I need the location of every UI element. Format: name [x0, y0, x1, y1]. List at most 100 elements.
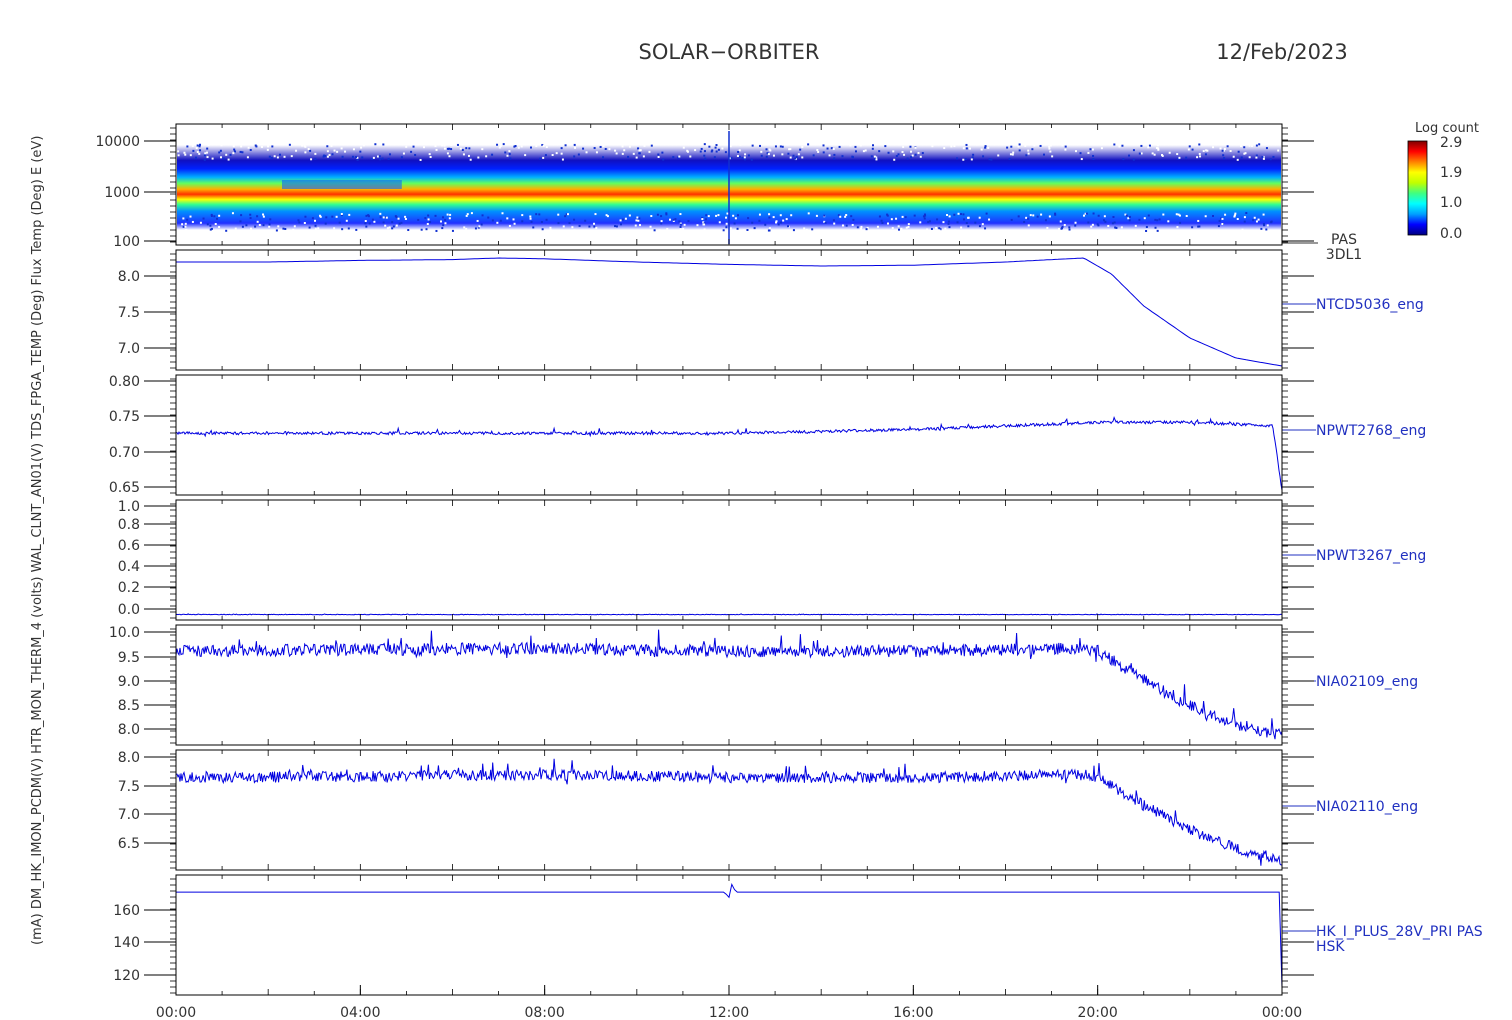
spectrogram-pixel	[565, 213, 568, 216]
spectrogram-pixel	[225, 229, 228, 232]
spectrogram-pixel	[678, 155, 681, 158]
spectrogram-pixel	[921, 152, 924, 155]
series-label: NTCD5036_eng	[1316, 297, 1424, 313]
spectrogram-pixel	[549, 226, 552, 229]
panel-name-label: 3DL1	[1326, 247, 1362, 263]
spectrogram-pixel	[1160, 153, 1163, 156]
series-line	[176, 882, 1283, 989]
spectrogram-pixel	[738, 155, 741, 158]
spectrogram-pixel	[1175, 213, 1178, 216]
spectrogram-pixel	[978, 225, 981, 228]
spectrogram-pixel	[1248, 143, 1251, 146]
spectrogram-pixel	[593, 225, 596, 228]
spectrogram-pixel	[898, 143, 901, 146]
spectrogram-pixel	[298, 221, 301, 224]
spectrogram-pixel	[216, 217, 219, 220]
y-tick-label: 160	[113, 903, 140, 919]
spectrogram-pixel	[871, 147, 874, 150]
x-tick-label: 16:00	[893, 1005, 933, 1020]
spectrogram-pixel	[1258, 143, 1261, 146]
spectrogram-pixel	[950, 145, 953, 148]
spectrogram-pixel	[1253, 216, 1256, 219]
x-tick-label: 20:00	[1077, 1005, 1117, 1020]
spectrogram-pixel	[910, 150, 913, 153]
spectrogram-pixel	[336, 150, 339, 153]
spectrogram-pixel	[678, 220, 681, 223]
spectrogram-pixel	[1113, 221, 1116, 224]
spectrogram-pixel	[1080, 158, 1083, 161]
spectrogram-pixel	[1089, 148, 1092, 151]
spectrogram-pixel	[1262, 157, 1265, 160]
spectrogram-pixel	[1025, 216, 1028, 219]
spectrogram-pixel	[1262, 223, 1265, 226]
spectrogram-pixel	[439, 220, 442, 223]
spectrogram-pixel	[395, 216, 398, 219]
spectrogram-pixel	[541, 228, 544, 231]
spectrogram-pixel	[759, 144, 762, 147]
spectrogram-pixel	[1143, 217, 1146, 220]
spectrogram-pixel	[365, 225, 368, 228]
spectrogram-pixel	[1178, 214, 1181, 217]
spectrogram-pixel	[703, 154, 706, 157]
y-tick-label: 7.5	[118, 779, 140, 795]
spectrogram-pixel	[875, 156, 878, 159]
spectrogram-pixel	[639, 224, 642, 227]
spectrogram-pixel	[431, 229, 434, 232]
spectrogram-pixel	[496, 143, 499, 146]
spectrogram-pixel	[210, 227, 213, 230]
spectrogram-pixel	[672, 219, 675, 222]
spectrogram-pixel	[917, 151, 920, 154]
spectrogram-pixel	[987, 146, 990, 149]
spectrogram-pixel	[218, 214, 221, 217]
spectrogram-pixel	[833, 157, 836, 160]
spectrogram-pixel	[385, 216, 388, 219]
spectrogram-pixel	[957, 212, 960, 215]
chart-title: SOLAR−ORBITER	[638, 40, 819, 64]
spectrogram-pixel	[718, 221, 721, 224]
spectrogram-pixel	[997, 154, 1000, 157]
spectrogram-pixel	[397, 217, 400, 220]
spectrogram-pixel	[284, 228, 287, 231]
spectrogram-pixel	[434, 145, 437, 148]
spectrogram-pixel	[1090, 225, 1093, 228]
spectrogram-pixel	[573, 218, 576, 221]
panel-name-label: PAS	[1331, 232, 1357, 248]
spectrogram-pixel	[972, 153, 975, 156]
panel-frame	[175, 624, 1283, 746]
spectrogram-pixel	[268, 223, 271, 226]
spectrogram-pixel	[936, 218, 939, 221]
spectrogram-pixel	[733, 222, 736, 225]
spectrogram-pixel	[451, 229, 454, 232]
spectrogram-pixel	[391, 227, 394, 230]
spectrogram-pixel	[365, 214, 368, 217]
spectrogram-pixel	[311, 217, 314, 220]
spectrogram-pixel	[674, 218, 677, 221]
panel: NIA02110_eng 8.0 7.5 7.0 6.5	[118, 749, 1418, 871]
spectrogram-pixel	[892, 150, 895, 153]
spectrogram-pixel	[1087, 221, 1090, 224]
spectrogram-pixel	[220, 144, 223, 147]
spectrogram-pixel	[1243, 220, 1246, 223]
spectrogram-pixel	[628, 214, 631, 217]
spectrogram-pixel	[477, 226, 480, 229]
spectrogram-pixel	[260, 145, 263, 148]
spectrogram-pixel	[573, 229, 576, 232]
spectrogram-pixel	[506, 154, 509, 157]
spectrogram-pixel	[361, 156, 364, 159]
spectrogram-pixel	[769, 149, 772, 152]
spectrogram-pixel	[703, 228, 706, 231]
spectrogram-pixel	[895, 217, 898, 220]
y-tick-label: 10.0	[109, 625, 140, 641]
spectrogram-pixel	[795, 155, 798, 158]
spectrogram-pixel	[577, 153, 580, 156]
spectrogram-pixel	[953, 145, 956, 148]
spectrogram-pixel	[946, 213, 949, 216]
y-tick-label: 9.5	[118, 650, 140, 666]
spectrogram-pixel	[1240, 156, 1243, 159]
spectrogram-pixel	[737, 150, 740, 153]
spectrogram-pixel	[491, 153, 494, 156]
y-tick-label: 1000	[104, 185, 140, 201]
spectrogram-pixel	[1115, 226, 1118, 229]
spectrogram-pixel	[324, 222, 327, 225]
spectrogram-pixel	[1269, 158, 1272, 161]
